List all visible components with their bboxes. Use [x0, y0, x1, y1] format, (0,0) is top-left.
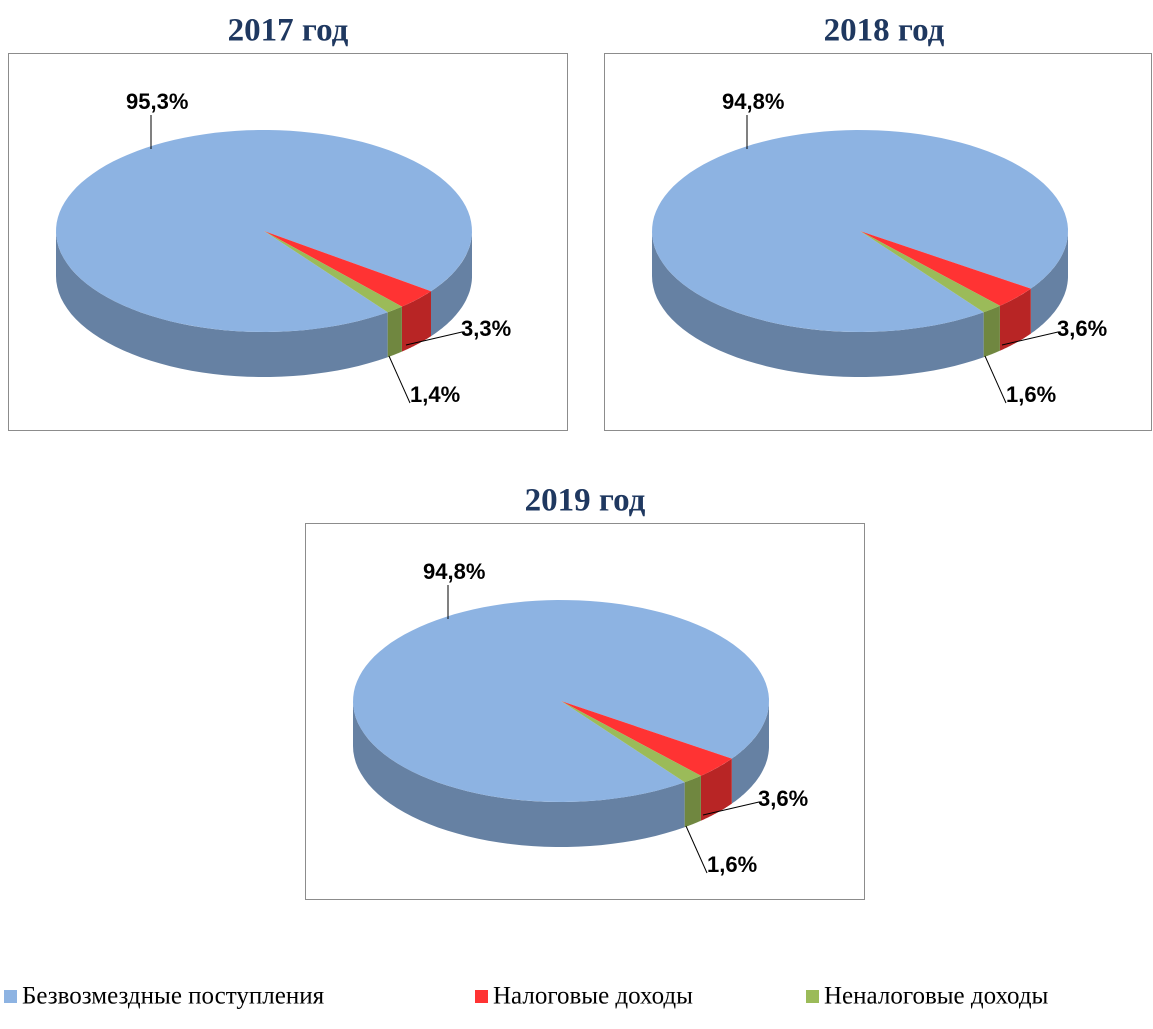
slice-side — [684, 775, 701, 828]
chart-title: 2019 год — [525, 483, 646, 519]
pie-chart: 94,8% 3,6% 1,6% — [604, 53, 1152, 431]
slice — [860, 231, 1031, 306]
legend-label: Неналоговые доходы — [824, 983, 1049, 1010]
data-label: 94,8% — [423, 559, 485, 584]
legend-swatch — [475, 990, 488, 1003]
slice-side — [387, 306, 402, 358]
pie-chart: 95,3% 3,3% 1,4% — [8, 53, 568, 431]
slice-side — [353, 701, 685, 847]
slice — [264, 231, 402, 313]
chart-title: 2018 год — [824, 13, 945, 49]
leader-line — [984, 355, 1007, 404]
data-label: 1,4% — [410, 382, 460, 407]
slice — [561, 701, 732, 776]
leader-line — [388, 355, 411, 404]
data-label: 3,3% — [461, 316, 511, 341]
leader-line — [702, 801, 760, 816]
slice-side — [700, 758, 732, 821]
slice-side — [431, 231, 472, 337]
data-label: 1,6% — [707, 852, 757, 877]
slice-side — [56, 231, 388, 377]
legend-label: Налоговые доходы — [493, 983, 693, 1010]
slice — [860, 231, 1000, 313]
data-label: 3,6% — [1057, 316, 1107, 341]
chart-title: 2017 год — [228, 13, 349, 49]
leader-line — [1001, 331, 1059, 346]
slice-side — [401, 291, 431, 352]
slice-side — [1030, 231, 1068, 334]
legend-swatch — [4, 990, 17, 1003]
pie-chart: 94,8% 3,6% 1,6% — [305, 523, 865, 900]
data-label: 94,8% — [722, 89, 784, 114]
data-label: 1,6% — [1006, 382, 1056, 407]
slice — [264, 231, 431, 307]
legend-label: Безвозмездные поступления — [22, 983, 325, 1010]
slice-side — [652, 231, 984, 377]
leader-line — [405, 331, 463, 346]
slice-side — [731, 701, 769, 804]
data-label: 95,3% — [126, 89, 188, 114]
legend-swatch — [806, 990, 819, 1003]
data-label: 3,6% — [758, 786, 808, 811]
slice-side — [999, 288, 1031, 351]
slice — [561, 701, 701, 783]
leader-line — [685, 825, 708, 874]
slice-side — [983, 305, 1000, 358]
